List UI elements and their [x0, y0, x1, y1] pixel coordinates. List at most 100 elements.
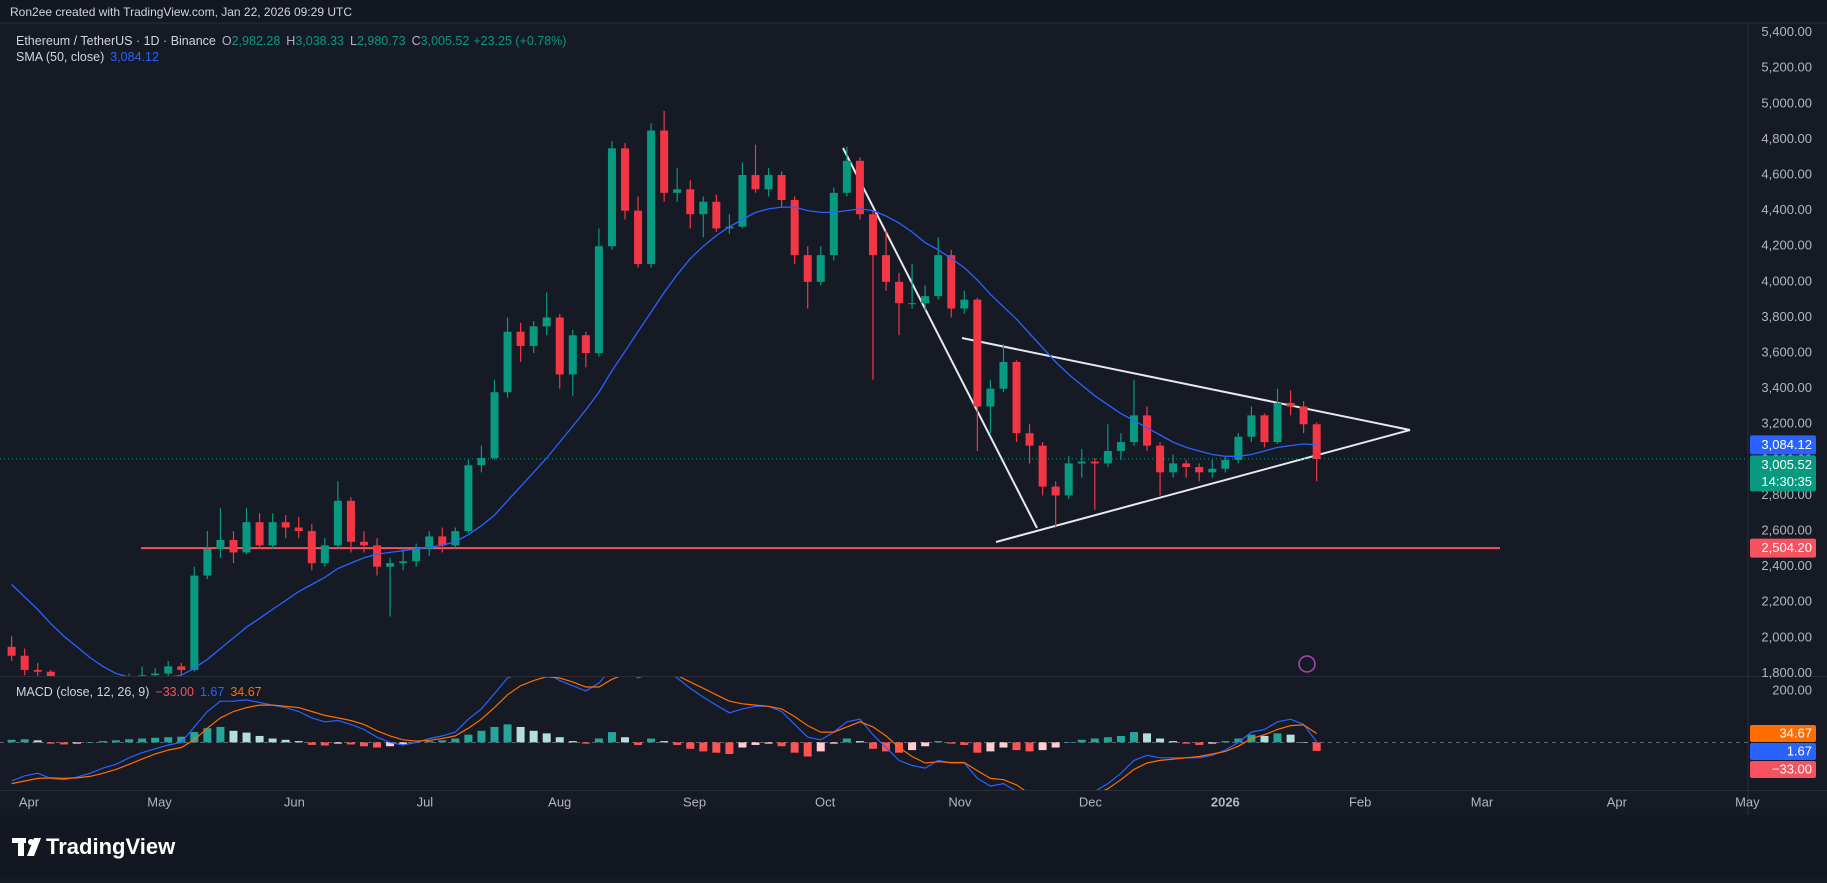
x-tick-label: Apr [1607, 794, 1628, 809]
ohlc-key: L [350, 34, 357, 48]
candle-body [947, 255, 956, 309]
y-tick-label: 3,200.00 [1761, 416, 1812, 431]
candle-body [294, 527, 303, 532]
candle-body [242, 522, 251, 553]
macd-histogram-bar [999, 742, 1008, 748]
x-tick-label: Feb [1349, 794, 1371, 809]
macd-histogram-bar [1286, 734, 1295, 743]
candle-body [359, 541, 368, 546]
y-tick-label: 2,000.00 [1761, 629, 1812, 644]
candle-body [503, 331, 512, 393]
macd-histogram-bar [1077, 739, 1086, 743]
macd-histogram-bar [738, 742, 747, 748]
macd-histogram-bar [908, 742, 917, 751]
macd-histogram-bar [634, 742, 643, 745]
macd-histogram-bar [112, 740, 121, 743]
candle-body [203, 548, 212, 576]
macd-histogram-bar [725, 742, 734, 754]
macd-histogram-bar [72, 742, 81, 744]
candle-body [895, 281, 904, 304]
macd-histogram-bar [85, 742, 94, 743]
macd-histogram-bar [1103, 737, 1112, 743]
macd-histogram-bar [1143, 733, 1152, 743]
candle-body [738, 175, 747, 227]
candle-body [634, 210, 643, 265]
y-tick-label: 3,400.00 [1761, 380, 1812, 395]
macd-histogram-bar [842, 738, 851, 743]
candle-body [1116, 442, 1125, 451]
alert-icon[interactable] [1298, 655, 1316, 673]
candle-body [46, 671, 55, 676]
macd-histogram-bar [268, 738, 277, 743]
x-tick-label: 2026 [1211, 794, 1240, 809]
macd-value: −33.00 [155, 685, 194, 699]
candle-body [1025, 433, 1034, 446]
candle-body [320, 545, 329, 564]
y-tick-label: 4,400.00 [1761, 202, 1812, 217]
candle-body [333, 500, 342, 546]
x-tick-label: Mar [1471, 794, 1494, 809]
macd-histogram-bar [1012, 742, 1021, 751]
candle-body [255, 522, 264, 546]
x-tick-label: Nov [948, 794, 972, 809]
candle-body [816, 255, 825, 282]
macd-histogram-bar [594, 738, 603, 743]
macd-histogram-bar [947, 742, 956, 744]
macd-histogram-bar [1273, 733, 1282, 743]
y-tick-label: 1,800.00 [1761, 665, 1812, 680]
brand: TradingView [46, 834, 176, 859]
macd-histogram-bar [607, 732, 616, 743]
ohlc-value: 3,038.33 [295, 34, 344, 48]
candle-body [542, 317, 551, 327]
macd-histogram-bar [1156, 738, 1165, 743]
price-badge-label: 3,005.52 [1761, 457, 1812, 472]
macd-histogram-bar [346, 742, 355, 745]
x-tick-label: Jul [417, 794, 434, 809]
macd-histogram-bar [20, 739, 29, 743]
y-tick-label: 5,400.00 [1761, 24, 1812, 39]
candle-body [1234, 436, 1243, 460]
macd-histogram-bar [829, 742, 838, 744]
macd-badge-label: −33.00 [1772, 761, 1812, 776]
macd-histogram-bar [751, 742, 760, 745]
brand-logo [12, 838, 41, 856]
footer [0, 815, 1827, 878]
candle-body [438, 536, 447, 546]
macd-histogram-bar [307, 742, 316, 745]
candle-body [1129, 415, 1138, 443]
candle-body [594, 246, 603, 354]
price-badge [1750, 435, 1816, 455]
macd-line [11, 677, 1318, 790]
macd-histogram-bar [1221, 741, 1230, 743]
candle-body [647, 130, 656, 265]
candle-body [1051, 486, 1060, 496]
candle-body [660, 130, 669, 193]
macd-histogram-bar [568, 741, 577, 743]
candle-body [20, 655, 29, 670]
macd-histogram-bar [1182, 742, 1191, 744]
macd-pane [0, 677, 1748, 790]
macd-histogram-bar [764, 742, 773, 744]
candle-body [555, 317, 564, 375]
price-badge-label: 3,084.12 [1761, 437, 1812, 452]
macd-histogram-bar [464, 734, 473, 743]
macd-histogram-bar [1064, 742, 1073, 743]
macd-histogram-bar [229, 730, 238, 743]
macd-histogram-bar [255, 735, 264, 743]
macd-histogram-bar [1234, 738, 1243, 743]
axes: 1,800.00 2,000.00 2,200.00 2,400.00 2,600.00… [19, 24, 1816, 809]
macd-histogram-bar [373, 742, 382, 748]
candle-body [516, 331, 525, 346]
candle-body [607, 148, 616, 247]
macd-histogram-bar [386, 742, 395, 747]
x-tick-label: Apr [19, 794, 40, 809]
candle-body [620, 148, 629, 211]
macd-histogram-bar [921, 742, 930, 747]
candle-body [764, 175, 773, 190]
ohlc-value: 2,980.73 [357, 34, 406, 48]
macd-histogram-bar [777, 742, 786, 747]
macd-histogram-bar [190, 732, 199, 743]
candle-body [164, 666, 173, 674]
candle-body [803, 255, 812, 282]
candle-body [1064, 463, 1073, 496]
